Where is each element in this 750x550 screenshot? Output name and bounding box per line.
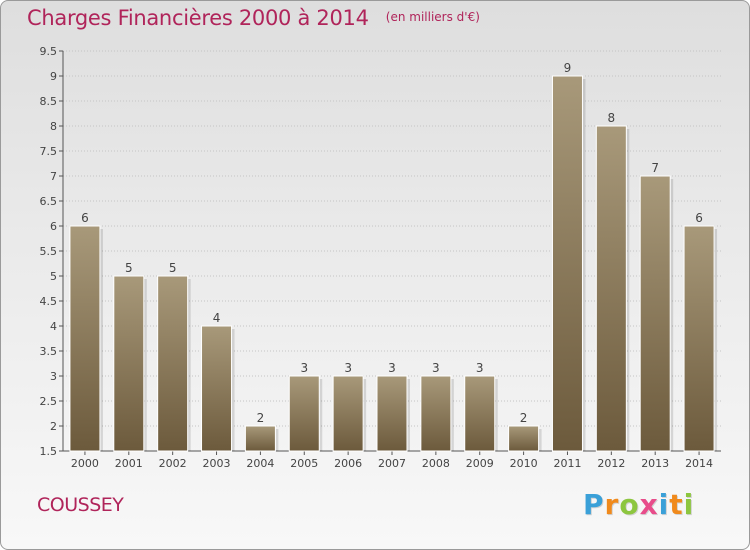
bar <box>595 125 627 452</box>
y-tick-label: 5 <box>50 270 57 283</box>
brand-letter: r <box>604 488 620 521</box>
x-tick-label: 2000 <box>71 457 99 470</box>
brand-letter: i <box>683 488 695 521</box>
y-tick-label: 3 <box>50 370 57 383</box>
x-tick-label: 2010 <box>510 457 538 470</box>
data-label: 4 <box>213 311 221 325</box>
x-tick-label: 2006 <box>334 457 362 470</box>
bar <box>288 375 320 452</box>
data-label: 6 <box>695 211 703 225</box>
bar <box>639 175 671 452</box>
brand-letter: P <box>583 488 605 521</box>
bar <box>332 375 364 452</box>
x-tick-label: 2004 <box>246 457 274 470</box>
y-tick-label: 5.5 <box>40 245 58 258</box>
data-label: 3 <box>432 361 440 375</box>
y-tick-label: 4 <box>50 320 57 333</box>
data-label: 8 <box>608 111 616 125</box>
x-tick-label: 2009 <box>466 457 494 470</box>
data-label: 3 <box>388 361 396 375</box>
data-label: 2 <box>257 411 265 425</box>
y-tick-label: 1.5 <box>40 445 58 458</box>
x-tick-label: 2001 <box>115 457 143 470</box>
bar <box>683 225 715 452</box>
brand-letter: t <box>669 488 684 521</box>
labels: 1.5 2 2.5 3 3.5 4 4.5 5 5.5 6 6.5 7 7.5 8 8.5 9 9.5 6 2000… <box>40 45 714 470</box>
title-row: Charges Financières 2000 à 2014 (en mill… <box>27 6 480 30</box>
x-tick-label: 2014 <box>685 457 713 470</box>
x-tick-label: 2002 <box>159 457 187 470</box>
data-label: 3 <box>476 361 484 375</box>
bar <box>113 275 145 452</box>
chart-subtitle: (en milliers d'€) <box>385 10 480 24</box>
brand-letter: o <box>619 488 640 521</box>
bar <box>201 325 233 452</box>
data-label: 9 <box>564 61 572 75</box>
x-tick-label: 2011 <box>553 457 581 470</box>
x-tick-label: 2008 <box>422 457 450 470</box>
x-tick-label: 2005 <box>290 457 318 470</box>
x-tick-label: 2013 <box>641 457 669 470</box>
bar <box>244 425 276 452</box>
y-tick-label: 9 <box>50 70 57 83</box>
brand-letter: x <box>639 488 659 521</box>
y-tick-label: 6 <box>50 220 57 233</box>
chart-title: Charges Financières 2000 à 2014 <box>27 6 369 30</box>
bar <box>508 425 540 452</box>
x-tick-label: 2007 <box>378 457 406 470</box>
data-label: 2 <box>520 411 528 425</box>
data-label: 5 <box>125 261 133 275</box>
bar <box>69 225 101 452</box>
y-tick-label: 4.5 <box>40 295 58 308</box>
commune-name: COUSSEY <box>37 494 124 516</box>
proxiti-logo[interactable]: Proxiti <box>583 488 694 521</box>
brand-letter: i <box>658 488 670 521</box>
y-tick-label: 2 <box>50 420 57 433</box>
bar <box>376 375 408 452</box>
bar <box>157 275 189 452</box>
bar <box>464 375 496 452</box>
data-label: 5 <box>169 261 177 275</box>
x-tick-label: 2012 <box>597 457 625 470</box>
data-label: 3 <box>300 361 308 375</box>
y-tick-label: 7 <box>50 170 57 183</box>
x-tick-label: 2003 <box>203 457 231 470</box>
data-label: 3 <box>344 361 352 375</box>
y-tick-label: 9.5 <box>40 45 58 58</box>
y-tick-label: 2.5 <box>40 395 58 408</box>
y-tick-label: 7.5 <box>40 145 58 158</box>
y-tick-label: 8 <box>50 120 57 133</box>
bars <box>69 75 718 452</box>
data-label: 6 <box>81 211 89 225</box>
y-tick-label: 6.5 <box>40 195 58 208</box>
y-tick-label: 8.5 <box>40 95 58 108</box>
data-label: 7 <box>651 161 659 175</box>
bar <box>551 75 583 452</box>
bar <box>420 375 452 452</box>
y-tick-label: 3.5 <box>40 345 58 358</box>
